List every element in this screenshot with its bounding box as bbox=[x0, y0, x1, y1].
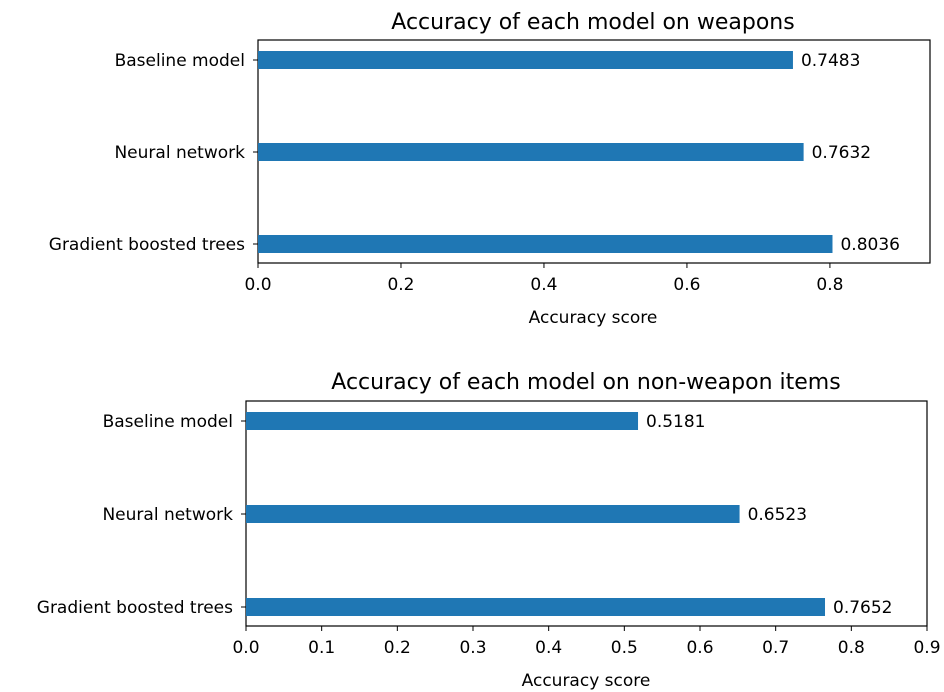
chart-panel-non-weapons: Accuracy of each model on non-weapon ite… bbox=[37, 370, 941, 691]
x-tick-label: 0.6 bbox=[673, 275, 700, 295]
bar bbox=[258, 143, 804, 161]
data-label: 0.6523 bbox=[748, 505, 807, 525]
data-label: 0.7632 bbox=[812, 143, 871, 163]
y-tick-labels: Baseline model Neural network Gradient boo… bbox=[37, 412, 246, 618]
category-label: Baseline model bbox=[103, 412, 233, 432]
x-tick-label: 0.0 bbox=[232, 638, 259, 658]
category-label: Neural network bbox=[102, 505, 233, 525]
x-tick-label: 0.2 bbox=[387, 275, 414, 295]
x-tick-label: 0.4 bbox=[530, 275, 557, 295]
x-tick-label: 0.8 bbox=[838, 638, 865, 658]
x-tick-label: 0.3 bbox=[459, 638, 486, 658]
x-tick-label: 0.7 bbox=[762, 638, 789, 658]
bar-group: 0.7483 0.7632 0.8036 bbox=[258, 51, 900, 255]
bar-group: 0.5181 0.6523 0.7652 bbox=[246, 412, 892, 618]
y-tick-labels: Baseline model Neural network Gradient boo… bbox=[49, 51, 258, 255]
bar bbox=[246, 412, 639, 430]
data-label: 0.5181 bbox=[646, 412, 705, 432]
x-tick-labels: 0.0 0.1 0.2 0.3 0.4 0.5 0.6 0.7 0.8 0.9 bbox=[232, 626, 941, 658]
category-label: Neural network bbox=[114, 143, 245, 163]
bar bbox=[258, 51, 793, 69]
bar bbox=[246, 505, 740, 523]
x-axis-label: Accuracy score bbox=[529, 308, 658, 328]
chart-title: Accuracy of each model on non-weapon ite… bbox=[331, 370, 840, 395]
data-label: 0.8036 bbox=[840, 235, 899, 255]
x-tick-label: 0.8 bbox=[816, 275, 843, 295]
data-label: 0.7483 bbox=[801, 51, 860, 71]
category-label: Gradient boosted trees bbox=[37, 598, 233, 618]
chart-panel-weapons: Accuracy of each model on weapons 0.7483… bbox=[49, 10, 931, 328]
data-label: 0.7652 bbox=[833, 598, 892, 618]
category-label: Gradient boosted trees bbox=[49, 235, 245, 255]
x-tick-label: 0.9 bbox=[913, 638, 940, 658]
category-label: Baseline model bbox=[115, 51, 245, 71]
x-tick-label: 0.0 bbox=[244, 275, 271, 295]
x-tick-label: 0.4 bbox=[535, 638, 562, 658]
x-axis-label: Accuracy score bbox=[522, 671, 651, 691]
bar bbox=[258, 235, 833, 253]
x-tick-label: 0.6 bbox=[686, 638, 713, 658]
x-tick-label: 0.5 bbox=[611, 638, 638, 658]
chart-title: Accuracy of each model on weapons bbox=[391, 10, 794, 35]
bar bbox=[246, 598, 826, 616]
x-tick-labels: 0.0 0.2 0.4 0.6 0.8 bbox=[244, 263, 843, 295]
x-tick-label: 0.1 bbox=[308, 638, 335, 658]
x-tick-label: 0.2 bbox=[384, 638, 411, 658]
